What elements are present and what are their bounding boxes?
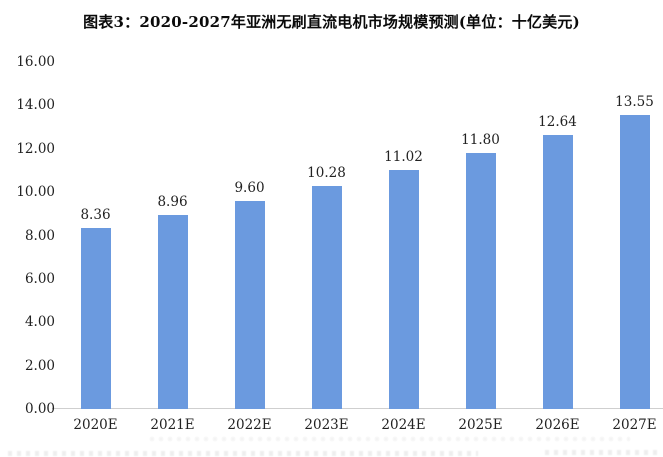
bar-2026E [542, 134, 573, 409]
x-tick-label: 2027E [612, 417, 657, 433]
bar-2022E [234, 200, 265, 409]
bar-value-label: 8.36 [80, 206, 111, 223]
bar-2021E [157, 214, 188, 409]
y-tick-label: 0.00 [24, 401, 55, 417]
y-tick-label: 8.00 [24, 227, 55, 244]
bar-2025E [465, 153, 496, 409]
bar-2024E [388, 170, 419, 409]
y-tick-label: 4.00 [24, 314, 55, 331]
bar-value-label: 10.28 [307, 165, 346, 182]
x-tick-label: 2020E [73, 417, 118, 433]
x-axis-line [52, 408, 663, 409]
bar-value-label: 11.80 [461, 132, 500, 149]
bar-value-label: 8.96 [157, 193, 188, 210]
watermark-remnant [8, 451, 478, 456]
bar-2020E [80, 227, 111, 409]
bar-value-label: 11.02 [384, 149, 423, 165]
bar-value-label: 13.55 [615, 94, 654, 111]
y-tick-label: 16.00 [16, 54, 55, 70]
x-tick-label: 2021E [150, 417, 195, 433]
bar-value-label: 9.60 [234, 179, 265, 196]
y-tick-label: 10.00 [16, 184, 55, 201]
x-tick-label: 2023E [304, 417, 349, 433]
y-tick-label: 2.00 [24, 357, 55, 374]
x-tick-label: 2024E [381, 417, 426, 433]
bar-2023E [311, 186, 342, 409]
bar-value-label: 12.64 [538, 113, 577, 130]
bar-2027E [619, 115, 650, 409]
x-tick-label: 2026E [535, 417, 580, 433]
watermark-remnant [150, 437, 630, 441]
chart-title: 图表3：2020-2027年亚洲无刷直流电机市场规模预测(单位：十亿美元) [83, 13, 580, 31]
x-tick-label: 2025E [458, 417, 503, 433]
watermark-remnant [545, 450, 657, 455]
y-tick-label: 6.00 [24, 270, 55, 287]
y-tick-label: 12.00 [16, 140, 55, 157]
x-tick-label: 2022E [227, 417, 272, 433]
y-tick-label: 14.00 [16, 97, 55, 114]
